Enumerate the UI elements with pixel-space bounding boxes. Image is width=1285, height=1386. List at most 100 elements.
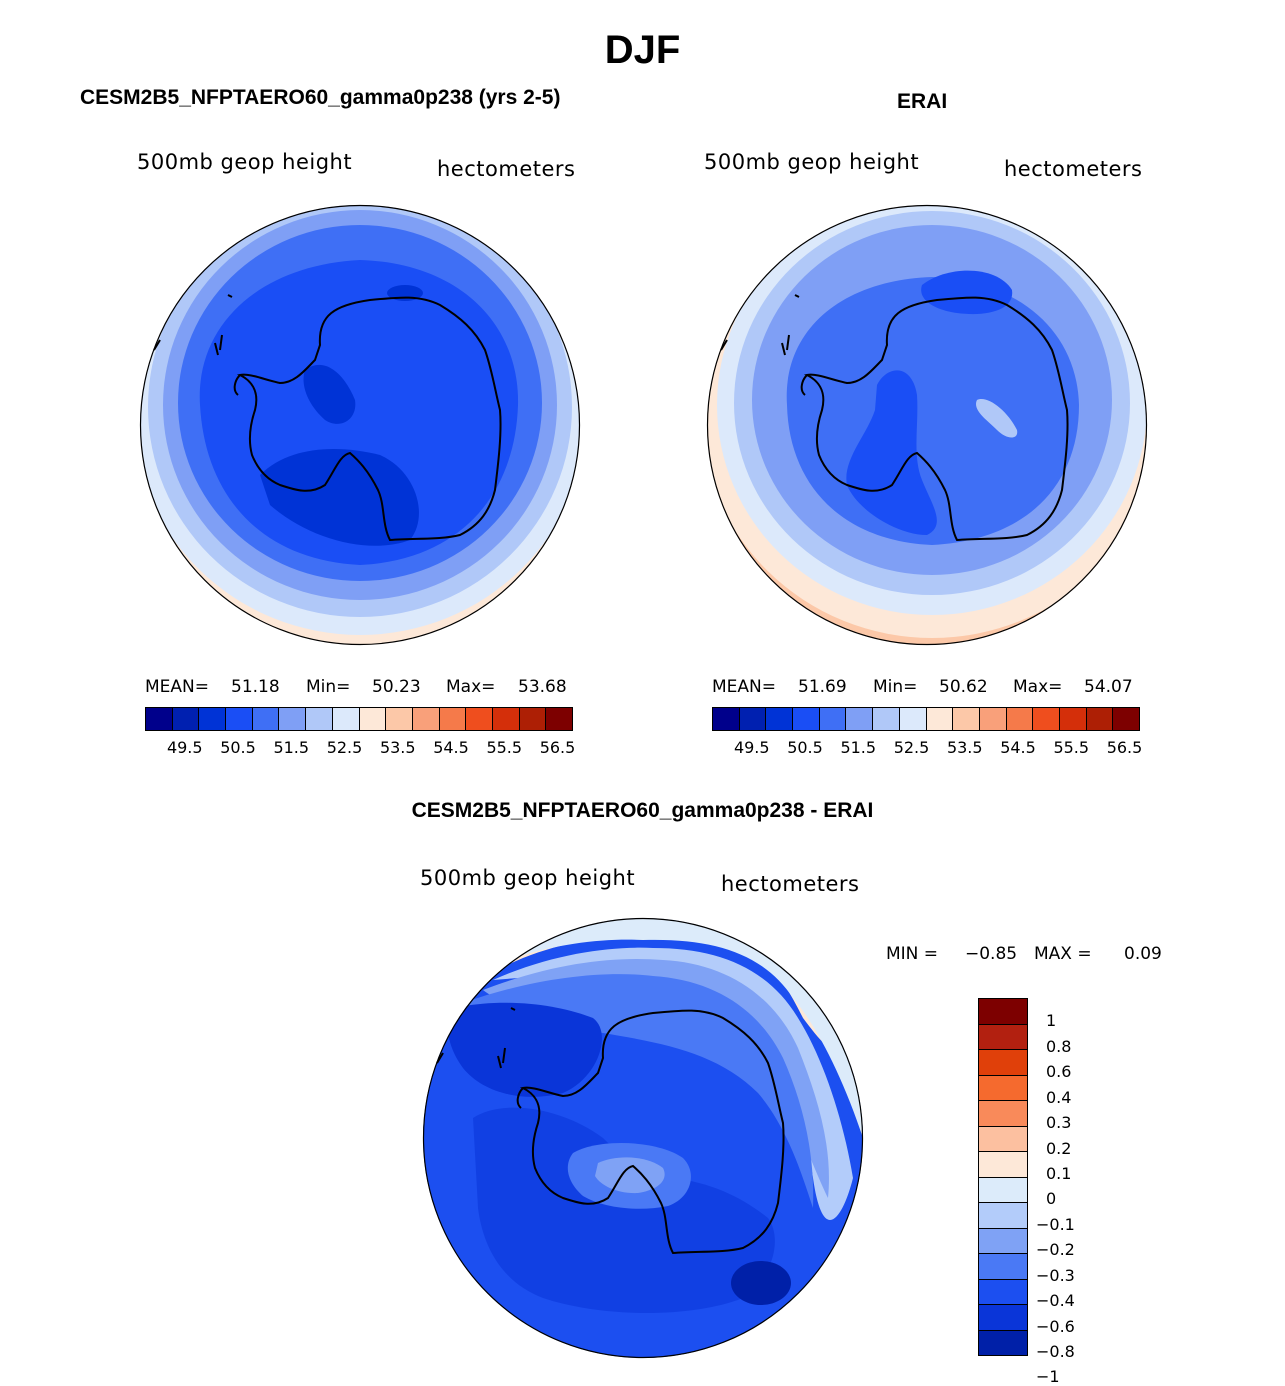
diff-colorbar-tick: 0.2 — [1046, 1138, 1072, 1158]
model-colorbar-tick: 55.5 — [486, 738, 523, 757]
obs-colorbar-swatch — [899, 708, 927, 730]
diff-colorbar-swatch — [979, 1050, 1027, 1076]
diff-colorbar-swatch — [979, 1024, 1027, 1050]
model-colorbar-swatch — [279, 708, 307, 730]
model-colorbar-tick: 52.5 — [326, 738, 363, 757]
obs-colorbar-tick: 56.5 — [1106, 738, 1143, 757]
obs-max-label: Max= — [1013, 677, 1063, 697]
obs-colorbar-swatch — [926, 708, 954, 730]
diff-min-label: MIN = — [886, 944, 939, 964]
model-colorbar-tick: 51.5 — [273, 738, 310, 757]
obs-colorbar-swatch — [873, 708, 900, 730]
model-colorbar — [145, 707, 573, 731]
diff-colorbar-tick: 0.8 — [1046, 1036, 1072, 1056]
obs-colorbar-swatch — [713, 708, 740, 730]
diff-colorbar-swatch — [979, 1330, 1027, 1355]
model-colorbar-swatch — [359, 708, 387, 730]
obs-max-value: 54.07 — [1084, 677, 1133, 697]
diff-colorbar-tick: −0.8 — [1036, 1342, 1075, 1361]
model-polar-map — [139, 204, 581, 646]
obs-variable-label: 500mb geop height — [704, 150, 920, 174]
obs-colorbar-swatch — [793, 708, 820, 730]
diff-colorbar-tick: 0.1 — [1046, 1164, 1072, 1183]
diff-colorbar-swatch — [979, 1075, 1027, 1101]
model-colorbar-swatch — [386, 708, 413, 730]
model-min-value: 50.23 — [372, 677, 421, 697]
diff-polar-map — [422, 917, 864, 1359]
obs-colorbar-tick: 53.5 — [946, 738, 983, 757]
obs-colorbar-swatch — [1033, 708, 1060, 730]
diff-colorbar-swatch — [979, 1152, 1027, 1178]
diff-colorbar-tick: 0.4 — [1046, 1087, 1072, 1107]
diff-colorbar-swatch — [979, 1254, 1027, 1280]
model-colorbar-swatch — [492, 708, 520, 730]
obs-colorbar-swatch — [766, 708, 794, 730]
model-colorbar-swatch — [519, 708, 547, 730]
diff-colorbar-tick: 0.6 — [1046, 1062, 1072, 1082]
model-colorbar-swatch — [199, 708, 227, 730]
model-colorbar-tick: 49.5 — [166, 738, 203, 757]
model-mean-label: MEAN= — [145, 677, 209, 697]
diff-min-value: −0.85 — [965, 944, 1018, 964]
obs-colorbar-tick: 52.5 — [893, 738, 930, 757]
obs-mean-value: 51.69 — [798, 677, 847, 697]
model-colorbar-tick: 54.5 — [433, 738, 469, 757]
obs-min-label: Min= — [873, 677, 918, 697]
obs-colorbar-swatch — [846, 708, 874, 730]
obs-units-label: hectometers — [1004, 157, 1143, 181]
model-max-label: Max= — [446, 677, 496, 697]
model-colorbar-swatch — [252, 708, 280, 730]
obs-colorbar-tick: 49.5 — [733, 738, 770, 757]
obs-panel-title: ERAI — [897, 90, 948, 113]
diff-colorbar-tick: −0.2 — [1036, 1240, 1075, 1260]
diff-colorbar-tick: −1 — [1036, 1367, 1060, 1386]
obs-colorbar-swatch — [1006, 708, 1034, 730]
diff-max-label: MAX = — [1034, 944, 1092, 964]
diff-colorbar-tick: 0 — [1046, 1189, 1057, 1209]
model-colorbar-swatch — [412, 708, 440, 730]
model-variable-label: 500mb geop height — [137, 150, 353, 174]
model-colorbar-tick: 56.5 — [539, 738, 576, 757]
diff-colorbar-tick: −0.1 — [1036, 1214, 1075, 1234]
obs-colorbar-swatch — [739, 708, 767, 730]
diff-colorbar-swatch — [979, 1126, 1027, 1152]
model-colorbar-swatch — [546, 708, 572, 730]
model-mean-value: 51.18 — [231, 677, 280, 697]
obs-colorbar-swatch — [1086, 708, 1114, 730]
obs-colorbar-swatch — [953, 708, 980, 730]
diff-colorbar-tick: 0.3 — [1046, 1113, 1072, 1133]
obs-min-value: 50.62 — [939, 677, 988, 697]
model-panel-title: CESM2B5_NFPTAERO60_gamma0p238 (yrs 2-5) — [80, 86, 561, 109]
obs-colorbar-tick: 54.5 — [1000, 738, 1036, 757]
obs-colorbar-tick: 55.5 — [1053, 738, 1090, 757]
diff-units-label: hectometers — [721, 872, 860, 896]
diff-colorbar-swatch — [979, 999, 1027, 1025]
diff-max-value: 0.09 — [1124, 944, 1162, 964]
obs-mean-label: MEAN= — [712, 677, 776, 697]
model-colorbar-swatch — [146, 708, 173, 730]
diff-panel-title: CESM2B5_NFPTAERO60_gamma0p238 - ERAI — [411, 799, 874, 822]
diff-colorbar-swatch — [979, 1279, 1027, 1305]
diff-colorbar-ticks: 1 0.8 0.6 0.4 0.3 0.2 0.1 0 −0.1 −0.2 −0.3 −0.4 −0.6… — [1036, 998, 1116, 1386]
obs-colorbar — [712, 707, 1140, 731]
diff-colorbar-tick: 1 — [1046, 1011, 1057, 1031]
model-colorbar-ticks: 49.5 50.5 51.5 52.5 53.5 54.5 55.5 56.5 — [145, 738, 575, 760]
diff-colorbar-swatch — [979, 1203, 1027, 1229]
model-max-value: 53.68 — [518, 677, 567, 697]
obs-colorbar-ticks: 49.5 50.5 51.5 52.5 53.5 54.5 55.5 56.5 — [712, 738, 1142, 760]
model-colorbar-swatch — [439, 708, 467, 730]
model-colorbar-swatch — [172, 708, 200, 730]
model-colorbar-tick: 53.5 — [379, 738, 416, 757]
diff-colorbar-swatch — [979, 1177, 1027, 1203]
obs-colorbar-swatch — [819, 708, 847, 730]
obs-polar-map — [706, 204, 1148, 646]
obs-colorbar-tick: 50.5 — [787, 738, 823, 757]
obs-colorbar-swatch — [1059, 708, 1087, 730]
model-colorbar-swatch — [332, 708, 360, 730]
diff-colorbar-swatch — [979, 1101, 1027, 1127]
diff-variable-label: 500mb geop height — [420, 866, 636, 890]
model-units-label: hectometers — [437, 157, 576, 181]
diff-colorbar-tick: −0.3 — [1036, 1265, 1075, 1285]
figure-title: DJF — [604, 28, 681, 72]
diff-colorbar-tick: −0.6 — [1036, 1316, 1075, 1336]
